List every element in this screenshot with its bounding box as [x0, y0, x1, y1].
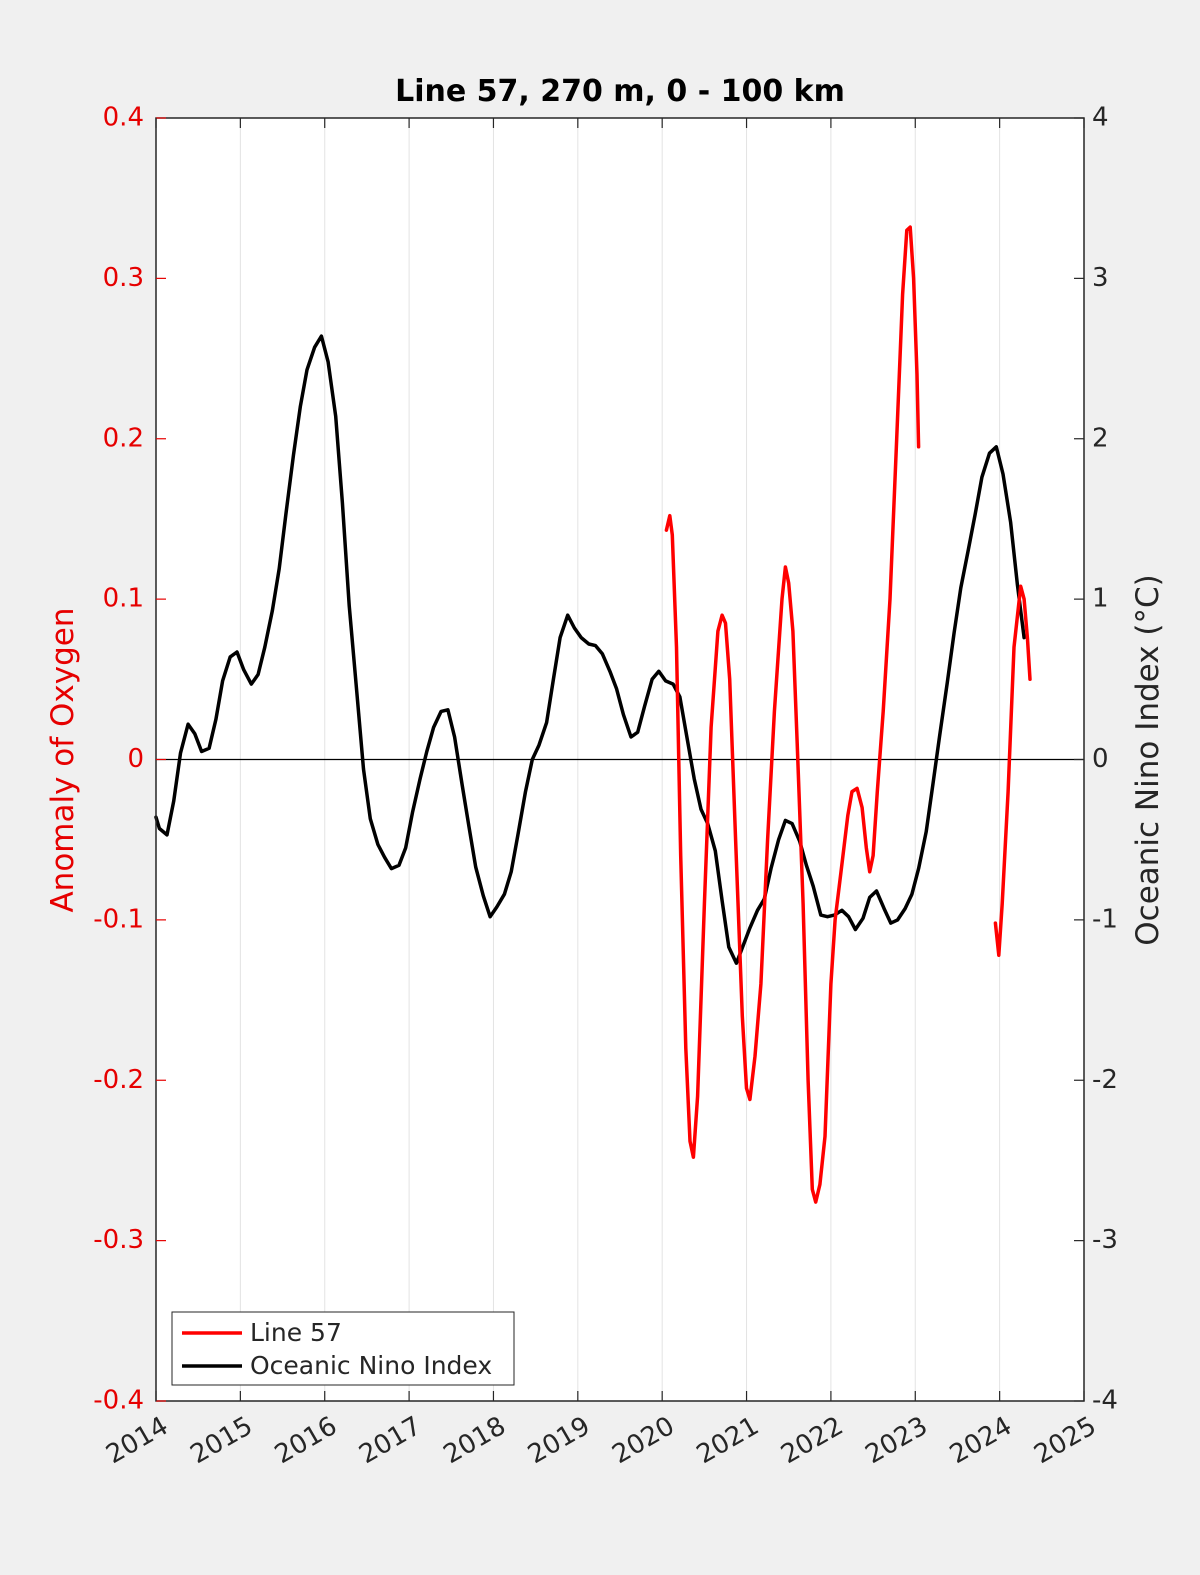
left-y-tick-label: 0 — [127, 744, 144, 774]
right-y-tick-label: 2 — [1092, 423, 1109, 453]
left-y-tick-label: 0.3 — [103, 263, 144, 293]
left-y-tick-label: -0.3 — [93, 1225, 144, 1255]
right-y-tick-label: -3 — [1092, 1225, 1118, 1255]
x-tick-label: 2017 — [354, 1411, 426, 1470]
right-y-tick-label: 1 — [1092, 584, 1109, 614]
x-tick-label: 2023 — [860, 1411, 932, 1470]
x-tick-label: 2020 — [607, 1411, 679, 1470]
left-y-ticks: 0.4 0.3 0.2 0.1 0 -0.1 -0.2 -0.3 -0.4 — [93, 103, 166, 1416]
line-57-segment — [664, 225, 921, 1204]
right-y-tick-label: -2 — [1092, 1065, 1118, 1095]
x-tick-label: 2025 — [1029, 1411, 1101, 1470]
x-tick-label: 2018 — [439, 1411, 511, 1470]
left-y-tick-label: 0.1 — [103, 584, 144, 614]
oni-line — [154, 334, 1026, 965]
x-tick-label: 2019 — [523, 1411, 595, 1470]
right-y-tick-label: -1 — [1092, 904, 1118, 934]
series-oceanic-nino-index — [154, 334, 1026, 965]
x-tick-label: 2014 — [101, 1411, 173, 1470]
right-y-tick-label: 4 — [1092, 103, 1109, 133]
legend: Line 57 Oceanic Nino Index — [171, 1311, 515, 1386]
x-tick-label: 2024 — [945, 1411, 1017, 1470]
left-y-tick-label: -0.4 — [93, 1386, 144, 1416]
line-57-segment — [993, 584, 1032, 957]
left-y-tick-label: 0.2 — [103, 423, 144, 453]
chart-title: Line 57, 270 m, 0 - 100 km — [395, 74, 845, 109]
legend-label-line-57: Line 57 — [250, 1318, 342, 1347]
x-tick-label: 2021 — [692, 1411, 764, 1470]
x-tick-label: 2015 — [186, 1411, 258, 1470]
legend-label-oni: Oceanic Nino Index — [250, 1351, 492, 1380]
left-y-tick-label: -0.1 — [93, 904, 144, 934]
left-y-tick-label: 0.4 — [103, 103, 144, 133]
left-y-tick-label: -0.2 — [93, 1065, 144, 1095]
x-tick-label: 2016 — [270, 1411, 342, 1470]
right-y-axis-label: Oceanic Nino Index (°C) — [1130, 574, 1166, 945]
right-y-tick-label: 3 — [1092, 263, 1109, 293]
right-y-tick-label: 0 — [1092, 744, 1109, 774]
x-tick-label: 2022 — [776, 1411, 848, 1470]
right-y-tick-label: -4 — [1092, 1386, 1118, 1416]
right-y-ticks: 4 3 2 1 0 -1 -2 -3 -4 — [1074, 103, 1118, 1416]
series-line-57 — [664, 225, 1032, 1204]
legend-box — [171, 1311, 515, 1386]
left-y-axis-label: Anomaly of Oxygen — [45, 607, 81, 912]
